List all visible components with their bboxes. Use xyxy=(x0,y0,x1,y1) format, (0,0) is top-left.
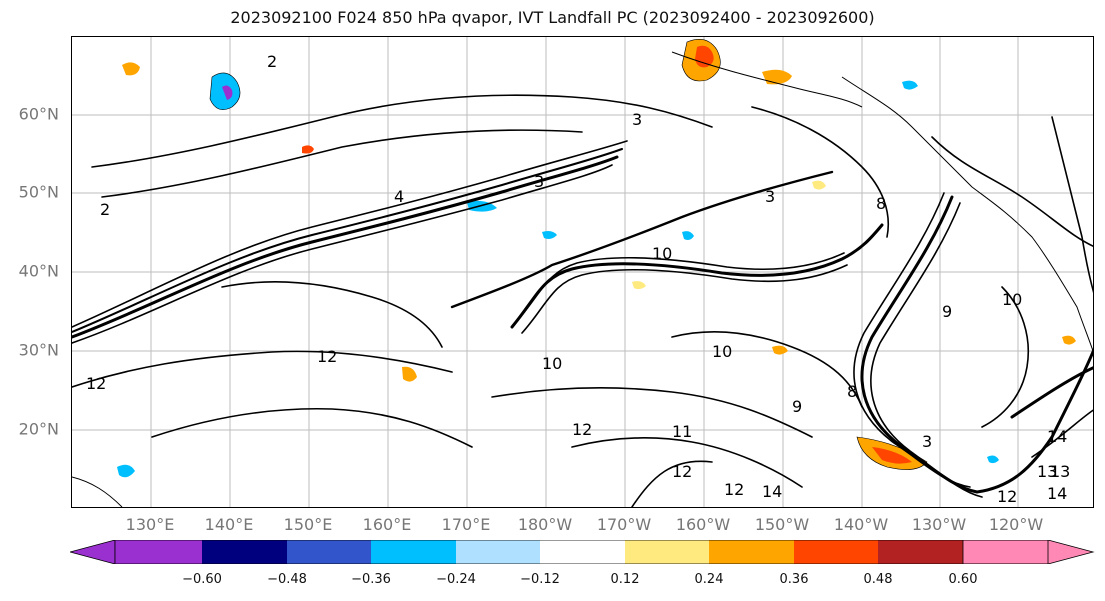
lon-label-120w: 120°W xyxy=(988,515,1044,534)
lon-label-140e: 140°E xyxy=(204,515,254,534)
lat-label-60n: 60°N xyxy=(18,104,59,124)
lon-label-160w: 160°W xyxy=(675,515,731,534)
colorbar-tick: −0.60 xyxy=(182,572,222,587)
colorbar-swatch xyxy=(625,540,709,564)
colorbar-swatch xyxy=(794,540,878,564)
map-canvas: 2 3 4 3 2 3 10 10 12 10 12 12 11 8 9 12 … xyxy=(72,37,1093,507)
lon-label-180w: 180°W xyxy=(517,515,573,534)
colorbar-extend-high xyxy=(962,540,1095,564)
contour-label: 3 xyxy=(765,187,775,206)
contour-label: 10 xyxy=(542,354,562,373)
colorbar-swatch xyxy=(878,540,963,564)
lon-label-160e: 160°E xyxy=(362,515,412,534)
contour-label: 12 xyxy=(672,462,692,481)
contour-lines xyxy=(72,94,1093,507)
contour-label: 12 xyxy=(997,487,1017,506)
contour-label: 12 xyxy=(86,374,106,393)
plot-title: 2023092100 F024 850 hPa qvapor, IVT Land… xyxy=(230,8,875,27)
contour-label: 13 xyxy=(1037,462,1057,481)
contour-label: 8 xyxy=(876,194,886,213)
colorbar-extend-low xyxy=(70,540,116,564)
contour-label: 3 xyxy=(632,110,642,129)
contour-label: 3 xyxy=(534,172,544,191)
contour-label: 11 xyxy=(672,422,692,441)
contour-label: 3 xyxy=(922,432,932,451)
colorbar-tick: 0.48 xyxy=(863,572,893,587)
lat-label-40n: 40°N xyxy=(18,261,59,281)
lon-label-170w: 170°W xyxy=(596,515,652,534)
lat-label-30n: 30°N xyxy=(18,340,59,360)
contour-label: 14 xyxy=(1047,484,1067,503)
contour-label: 2 xyxy=(267,52,277,71)
shaded-field xyxy=(117,39,1076,478)
lon-label-170e: 170°E xyxy=(441,515,491,534)
contour-label: 14 xyxy=(1047,427,1067,446)
colorbar-swatch xyxy=(115,540,202,564)
colorbar-tick: 0.60 xyxy=(948,572,978,587)
contour-label: 9 xyxy=(942,302,952,321)
colorbar-swatch xyxy=(371,540,456,564)
colorbar xyxy=(70,540,1095,564)
colorbar-tick: 0.12 xyxy=(610,572,640,587)
contour-label: 2 xyxy=(100,200,110,219)
contour-label: 10 xyxy=(652,244,672,263)
colorbar-swatch xyxy=(709,540,794,564)
contour-label: 12 xyxy=(317,347,337,366)
lon-label-150e: 150°E xyxy=(283,515,333,534)
coastlines xyxy=(72,51,1093,507)
colorbar-tick: −0.48 xyxy=(267,572,307,587)
lat-label-20n: 20°N xyxy=(18,419,59,439)
map-panel: 2 3 4 3 2 3 10 10 12 10 12 12 11 8 9 12 … xyxy=(71,36,1094,508)
colorbar-tick: −0.36 xyxy=(351,572,391,587)
colorbar-tick: 0.24 xyxy=(694,572,724,587)
contour-label: 10 xyxy=(1002,290,1022,309)
lon-label-150w: 150°W xyxy=(754,515,810,534)
colorbar-tick: −0.12 xyxy=(520,572,560,587)
lat-label-50n: 50°N xyxy=(18,182,59,202)
colorbar-swatch xyxy=(202,540,287,564)
contour-label-group: 2 3 4 3 2 3 10 10 12 10 12 12 11 8 9 12 … xyxy=(86,52,1070,506)
contour-label: 8 xyxy=(847,382,857,401)
contour-label: 9 xyxy=(792,397,802,416)
contour-label: 4 xyxy=(394,187,404,206)
contour-label: 13 xyxy=(1050,462,1070,481)
contour-label: 12 xyxy=(572,420,592,439)
lon-label-130w: 130°W xyxy=(911,515,967,534)
contour-label: 12 xyxy=(724,480,744,499)
colorbar-swatch xyxy=(456,540,540,564)
colorbar-tick: −0.24 xyxy=(436,572,476,587)
colorbar-tick: 0.36 xyxy=(779,572,809,587)
contour-label: 14 xyxy=(762,482,782,501)
lon-label-130e: 130°E xyxy=(125,515,175,534)
contour-label: 10 xyxy=(712,342,732,361)
colorbar-swatch xyxy=(287,540,371,564)
colorbar-swatch xyxy=(540,540,625,564)
lon-label-140w: 140°W xyxy=(833,515,889,534)
